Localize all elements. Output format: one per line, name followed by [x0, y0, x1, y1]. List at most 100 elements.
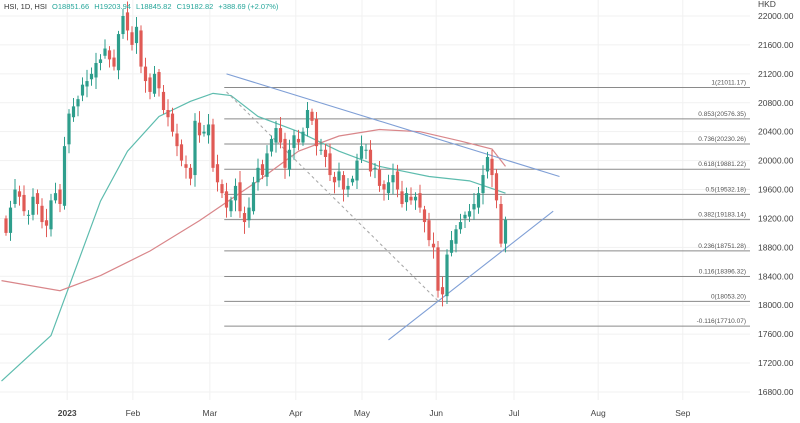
candle-down — [436, 247, 440, 291]
candle-down — [283, 138, 287, 168]
candle-down — [179, 144, 184, 161]
fib-level-label: 0.5(19532.18) — [706, 186, 746, 193]
y-tick-label: 20000.00 — [758, 156, 794, 166]
candle-down — [143, 66, 148, 82]
candle-down — [323, 149, 328, 157]
lower-trendline — [388, 210, 554, 341]
fib-level-label: 0(18053.20) — [711, 293, 746, 300]
candle-up — [305, 109, 310, 129]
fib-anchor-line — [226, 91, 439, 302]
candle-up — [206, 124, 211, 136]
candle-up — [13, 189, 17, 204]
candle-down — [35, 193, 40, 204]
candle-down — [22, 194, 26, 212]
candle-up — [98, 59, 103, 63]
candle-down — [44, 220, 49, 226]
candle-up — [247, 207, 251, 221]
candle-down — [296, 138, 301, 143]
candle-up — [89, 73, 94, 80]
candle-down — [58, 189, 62, 204]
candle-up — [472, 203, 476, 210]
candle-down — [211, 124, 215, 168]
fib-level-label: 0.382(19183.14) — [698, 212, 746, 219]
candle-up — [503, 219, 508, 244]
candle-up — [256, 167, 260, 183]
candle-up — [301, 131, 305, 143]
candle-up — [463, 214, 467, 219]
candle-down — [238, 182, 242, 212]
x-tick-label: Jun — [429, 408, 443, 418]
x-tick-label: Sep — [675, 408, 690, 418]
y-tick-label: 18400.00 — [758, 271, 794, 281]
currency-label: HKD — [758, 0, 776, 9]
candle-up — [233, 185, 238, 201]
symbol-label: HSI, 1D, HSI — [4, 2, 47, 11]
y-tick-label: 22000.00 — [758, 11, 794, 21]
trendlines — [226, 73, 560, 341]
candle-up — [71, 106, 76, 118]
candle-up — [445, 254, 449, 297]
candle-up — [359, 146, 364, 159]
candle-up — [193, 120, 197, 176]
candle-down — [368, 149, 373, 172]
price-axis[interactable]: 22000.00 21600.00 21200.00 20800.00 20400.00… — [758, 0, 794, 397]
candle-up — [269, 138, 274, 152]
fib-level-label: 0.618(19881.22) — [698, 161, 746, 168]
x-tick-label: Mar — [203, 408, 218, 418]
candle-down — [490, 158, 494, 176]
candle-up — [85, 81, 89, 87]
candle-down — [332, 176, 337, 183]
candle-up — [413, 196, 418, 201]
candle-down — [427, 220, 431, 241]
y-tick-label: 16800.00 — [758, 387, 794, 397]
y-tick-label: 19200.00 — [758, 213, 794, 223]
moving-average-line — [1, 128, 506, 292]
candle-down — [4, 218, 8, 233]
candle-down — [157, 72, 161, 89]
y-tick-label: 17600.00 — [758, 329, 794, 339]
candle-up — [481, 175, 485, 194]
candle-up — [274, 128, 278, 143]
candle-up — [391, 175, 395, 183]
moving-average-line — [1, 92, 506, 382]
candle-up — [229, 200, 233, 212]
candle-up — [31, 196, 35, 215]
grid — [0, 0, 750, 400]
change-value: +388.69 (+2.07%) — [218, 2, 279, 11]
candle-down — [395, 171, 400, 190]
candle-down — [310, 111, 314, 121]
candle-down — [377, 169, 382, 186]
y-tick-label: 21200.00 — [758, 69, 794, 79]
candle-up — [116, 34, 121, 71]
candle-up — [62, 146, 67, 206]
time-axis[interactable]: 2023 Feb Mar Apr May Jun Jul Aug Sep — [58, 408, 691, 418]
candle-down — [440, 287, 445, 295]
candle-up — [80, 84, 85, 96]
y-tick-label: 20400.00 — [758, 127, 794, 137]
candle-up — [319, 149, 323, 151]
candlesticks — [4, 1, 508, 307]
candle-down — [499, 203, 503, 244]
moving-averages — [1, 92, 506, 382]
x-tick-label: May — [354, 408, 371, 418]
candle-up — [94, 62, 98, 78]
y-tick-label: 18000.00 — [758, 300, 794, 310]
candle-down — [220, 184, 224, 194]
candle-down — [341, 175, 346, 190]
candle-up — [355, 160, 359, 181]
candle-down — [418, 193, 422, 208]
candle-up — [8, 207, 13, 233]
candle-up — [337, 171, 341, 181]
candle-up — [485, 156, 490, 172]
candle-up — [346, 185, 350, 190]
candle-down — [242, 213, 247, 223]
candle-down — [170, 113, 175, 132]
y-tick-label: 21600.00 — [758, 40, 794, 50]
candle-down — [215, 164, 220, 183]
candle-up — [53, 193, 58, 201]
candle-down — [409, 196, 413, 201]
candle-up — [76, 99, 80, 107]
candle-down — [260, 164, 265, 176]
